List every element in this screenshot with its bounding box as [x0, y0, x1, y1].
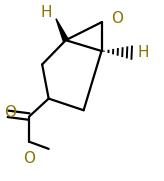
Text: H: H	[137, 45, 149, 60]
Polygon shape	[56, 19, 68, 41]
Text: O: O	[111, 11, 123, 26]
Text: O: O	[4, 105, 16, 120]
Text: H: H	[41, 5, 52, 20]
Text: O: O	[23, 151, 35, 166]
